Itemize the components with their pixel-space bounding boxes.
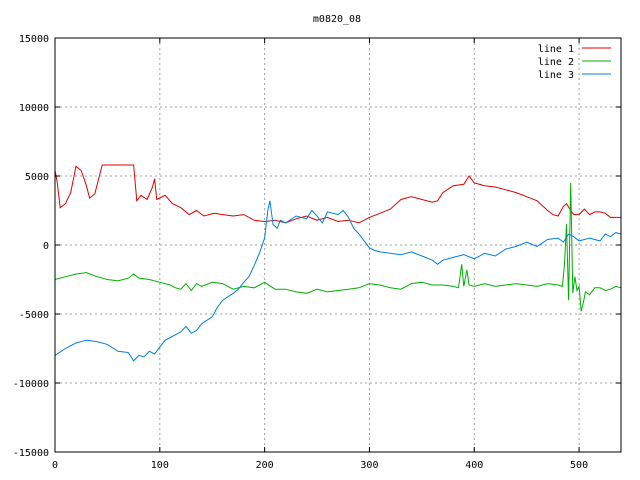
y-tick-label: 5000 <box>25 172 49 183</box>
x-tick-label: 500 <box>570 460 588 471</box>
series-line-3 <box>54 200 622 362</box>
x-tick-labels: 0 100 200 300 400 500 <box>52 460 588 471</box>
axis-ticks <box>54 37 621 453</box>
legend-label-1: line 1 <box>538 44 574 55</box>
legend: line 1 line 2 line 3 <box>538 44 611 81</box>
x-tick-label: 200 <box>256 460 274 471</box>
legend-label-3: line 3 <box>538 70 574 81</box>
series-lines <box>54 164 622 362</box>
legend-label-2: line 2 <box>538 57 574 68</box>
series-line-2 <box>54 182 622 312</box>
chart-title: m0820_08 <box>313 14 361 25</box>
grid-lines <box>55 38 621 452</box>
y-tick-labels: -15000 -10000 -5000 0 5000 10000 15000 <box>13 34 49 459</box>
y-tick-label: -10000 <box>13 379 49 390</box>
series-line-1 <box>54 164 621 224</box>
y-tick-label: 10000 <box>19 103 49 114</box>
x-tick-label: 100 <box>151 460 169 471</box>
x-tick-label: 400 <box>465 460 483 471</box>
x-tick-label: 300 <box>360 460 378 471</box>
y-tick-label: -5000 <box>19 310 49 321</box>
y-tick-label: 0 <box>43 241 49 252</box>
x-tick-label: 0 <box>52 460 58 471</box>
y-tick-label: -15000 <box>13 448 49 459</box>
y-tick-label: 15000 <box>19 34 49 45</box>
